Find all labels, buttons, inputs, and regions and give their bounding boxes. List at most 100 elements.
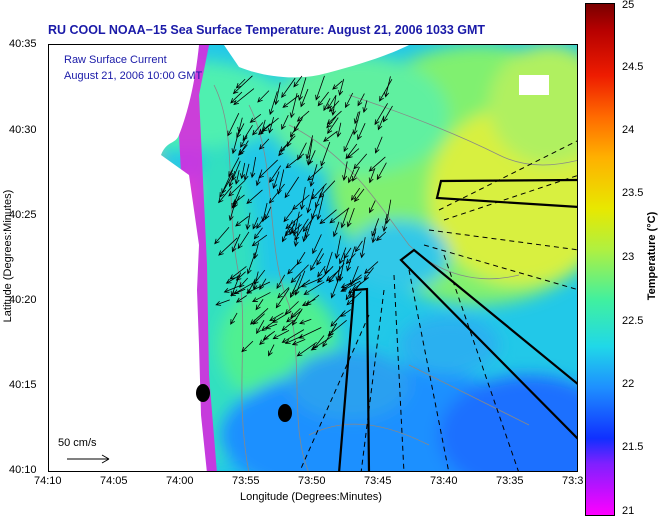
current-vector — [316, 194, 324, 221]
current-vector — [230, 91, 243, 104]
current-vector — [368, 167, 376, 184]
current-vector — [320, 141, 331, 167]
current-vector — [223, 284, 241, 293]
ytick: 40:35 — [9, 38, 37, 50]
current-vector — [215, 299, 230, 306]
current-vector — [264, 323, 278, 330]
current-vector — [353, 153, 368, 170]
current-vector — [276, 274, 286, 290]
current-vector — [376, 162, 387, 181]
current-vector — [251, 234, 268, 247]
current-vector — [249, 114, 262, 123]
ytick: 40:20 — [9, 294, 37, 306]
current-vector — [235, 295, 247, 303]
current-vector — [290, 264, 309, 284]
current-vector — [346, 207, 355, 228]
xtick: 74:00 — [166, 475, 194, 487]
current-vector — [306, 188, 315, 214]
current-vector — [350, 265, 359, 286]
current-vector — [359, 237, 366, 259]
current-vector — [327, 117, 339, 134]
current-vector — [234, 170, 240, 185]
current-vector — [253, 227, 263, 240]
current-vector — [327, 319, 347, 337]
current-vector — [296, 341, 317, 357]
current-vector — [357, 122, 366, 141]
current-vector — [291, 339, 306, 346]
surface-current-vectors — [214, 75, 393, 357]
current-vector — [330, 310, 346, 327]
current-vector — [264, 206, 272, 220]
current-vector — [231, 160, 241, 181]
current-vector — [376, 231, 387, 242]
current-vector — [323, 98, 331, 112]
current-vector — [225, 275, 240, 284]
current-vector — [338, 256, 346, 282]
colorbar-tick: 25 — [622, 0, 635, 11]
current-vector — [290, 121, 300, 138]
current-vector — [324, 251, 333, 275]
current-vector — [362, 100, 368, 114]
current-vector — [345, 92, 354, 109]
current-vector — [252, 122, 264, 136]
colorbar-tick: 23.5 — [622, 187, 644, 199]
current-vector — [357, 93, 365, 107]
overlay-line-2: August 21, 2006 10:00 GMT — [64, 70, 203, 82]
current-vector — [283, 210, 293, 223]
current-vector — [382, 105, 393, 123]
current-vector — [285, 153, 305, 169]
colorbar-tick: 21 — [622, 505, 635, 517]
current-vector — [293, 223, 300, 247]
current-vector — [326, 110, 342, 125]
current-vector — [269, 312, 284, 322]
current-vector — [243, 163, 250, 181]
current-vector — [345, 253, 356, 265]
current-vector — [325, 269, 340, 282]
current-vector — [281, 329, 305, 343]
current-vector — [292, 194, 310, 211]
current-vector — [228, 180, 246, 197]
land-patch — [519, 75, 549, 95]
current-vector — [230, 312, 238, 325]
map-title: RU COOL NOAA−15 Sea Surface Temperature:… — [48, 23, 486, 37]
current-vector — [322, 328, 334, 348]
current-vector — [274, 82, 281, 106]
bathymetry-contours — [213, 84, 577, 471]
ytick: 40:25 — [9, 209, 37, 221]
current-vector — [256, 319, 265, 335]
current-vector — [318, 180, 336, 199]
current-vector — [275, 288, 290, 309]
current-vector — [277, 287, 290, 299]
sst-map — [48, 44, 578, 472]
current-vector — [289, 93, 298, 119]
colorbar-tick: 21.5 — [622, 441, 644, 453]
current-vector — [293, 117, 304, 133]
current-vector — [310, 248, 323, 271]
current-vector — [221, 169, 234, 195]
current-vector — [253, 242, 260, 260]
current-vector — [239, 140, 249, 155]
current-vector — [316, 253, 325, 266]
current-vector — [363, 267, 374, 281]
current-vector — [255, 169, 263, 187]
ytick: 40:15 — [9, 379, 37, 391]
current-vector — [235, 78, 246, 89]
current-vector — [305, 135, 314, 160]
current-vector — [278, 144, 288, 157]
current-vector — [305, 294, 320, 306]
current-vector — [323, 130, 338, 142]
current-vector — [329, 207, 350, 224]
current-vector — [258, 138, 270, 150]
x-axis-label: Longitude (Degrees:Minutes) — [240, 491, 382, 503]
current-vector — [252, 271, 259, 291]
current-vector — [298, 77, 307, 102]
scale-arrow-icon — [67, 454, 110, 464]
current-vector — [298, 327, 322, 339]
current-vector — [352, 166, 360, 182]
current-vector — [317, 91, 329, 107]
current-vector — [317, 266, 334, 284]
current-vector — [371, 218, 380, 237]
current-vector — [281, 318, 298, 331]
current-vector — [238, 277, 249, 288]
current-vector — [343, 131, 354, 153]
